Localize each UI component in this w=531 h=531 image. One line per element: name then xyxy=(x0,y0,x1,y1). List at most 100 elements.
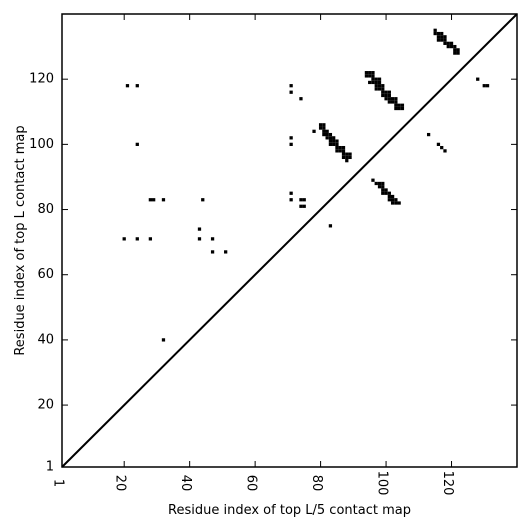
contact-cell xyxy=(482,84,486,88)
contact-cell xyxy=(374,84,378,88)
contact-cell xyxy=(390,97,395,101)
contact-cell xyxy=(318,123,323,127)
contact-cell xyxy=(197,227,202,231)
contact-cell xyxy=(364,74,369,78)
contact-cell xyxy=(397,106,401,111)
contact-cell xyxy=(449,41,454,45)
x-tick-label: 100 xyxy=(375,471,390,496)
contact-cell xyxy=(289,191,293,195)
contact-cell xyxy=(374,181,378,186)
contact-cell xyxy=(197,237,202,241)
contact-cell xyxy=(390,194,395,199)
contact-cell xyxy=(125,84,130,88)
contact-cell xyxy=(335,149,339,153)
contact-cell xyxy=(387,93,391,98)
contact-cell xyxy=(443,38,447,42)
contact-cell xyxy=(289,142,293,146)
contact-cell xyxy=(377,84,382,88)
y-axis-label: Residue index of top L contact map xyxy=(13,125,28,355)
contact-cell xyxy=(348,155,352,160)
contact-cell xyxy=(325,132,329,137)
contact-cell xyxy=(325,129,329,133)
contact-cell xyxy=(371,74,375,78)
contact-cell xyxy=(384,93,388,98)
contact-cell xyxy=(374,77,378,81)
contact-cell xyxy=(384,90,388,94)
contact-cell xyxy=(368,74,372,78)
contact-cell xyxy=(436,142,441,146)
contact-cell xyxy=(384,97,388,101)
contact-cell xyxy=(328,139,333,143)
contact-cell xyxy=(456,51,460,55)
contact-cell xyxy=(381,181,385,186)
contact-cell xyxy=(332,142,336,146)
contact-cell xyxy=(299,204,303,208)
contact-cell xyxy=(400,106,405,111)
contact-cell xyxy=(377,87,382,91)
contact-cell xyxy=(161,198,166,202)
contact-cell xyxy=(322,123,326,127)
contact-cell xyxy=(374,80,378,85)
contact-cell xyxy=(148,237,153,241)
contact-cell xyxy=(381,185,385,189)
contact-cell xyxy=(148,198,153,202)
contact-cell xyxy=(384,188,388,192)
contact-cell xyxy=(302,204,306,208)
contact-cell xyxy=(135,84,139,88)
contact-cell xyxy=(390,201,395,205)
contact-cell xyxy=(390,100,395,104)
contact-cell xyxy=(390,198,395,202)
contact-cell xyxy=(328,224,333,228)
contact-cell xyxy=(341,145,346,150)
contact-cell xyxy=(443,35,447,39)
y-tick-label: 80 xyxy=(37,202,54,217)
contact-cell xyxy=(328,132,333,137)
contact-cell xyxy=(377,77,382,81)
contact-cell xyxy=(371,178,375,182)
contact-cell xyxy=(374,87,378,91)
y-tick-label: 120 xyxy=(29,72,54,87)
contact-cell xyxy=(345,155,349,160)
contact-cell xyxy=(476,77,480,81)
contact-cell xyxy=(377,185,382,189)
contact-cell xyxy=(371,71,375,75)
contact-cell xyxy=(400,103,405,107)
y-tick-label: 40 xyxy=(37,332,54,347)
contact-cell xyxy=(289,198,293,202)
contact-cell xyxy=(312,129,316,133)
contact-cell xyxy=(453,48,457,52)
x-tick-label: 80 xyxy=(309,475,324,492)
contact-cell xyxy=(446,41,450,45)
contact-cell xyxy=(381,191,385,195)
contact-cell xyxy=(328,136,333,140)
x-tick-label: 20 xyxy=(113,475,128,492)
contact-cell xyxy=(210,250,215,254)
contact-cell xyxy=(456,48,460,52)
contact-cell xyxy=(368,80,372,85)
contact-cell xyxy=(341,152,346,156)
contact-cell xyxy=(364,71,369,75)
contact-cell xyxy=(332,136,336,140)
contact-cell xyxy=(443,149,447,153)
contact-cell xyxy=(440,31,444,36)
contact-cell xyxy=(397,103,401,107)
x-tick-label: 60 xyxy=(244,475,259,492)
contact-cell xyxy=(345,152,349,156)
contact-cell xyxy=(387,191,391,195)
contact-cell xyxy=(299,97,303,101)
contact-cell xyxy=(384,191,388,195)
contact-cell xyxy=(394,97,398,101)
contact-cell xyxy=(394,103,398,107)
contact-cell xyxy=(201,198,205,202)
contact-cell xyxy=(440,145,444,150)
contact-cell xyxy=(322,129,326,133)
contact-cell xyxy=(335,139,339,143)
contact-cell xyxy=(453,51,457,55)
contact-cell xyxy=(387,198,391,202)
x-axis-label: Residue index of top L/5 contact map xyxy=(168,503,411,518)
y-tick-label: 1 xyxy=(46,460,54,475)
contact-cell xyxy=(426,132,431,137)
contact-cell xyxy=(152,198,156,202)
contact-cell xyxy=(387,97,391,101)
